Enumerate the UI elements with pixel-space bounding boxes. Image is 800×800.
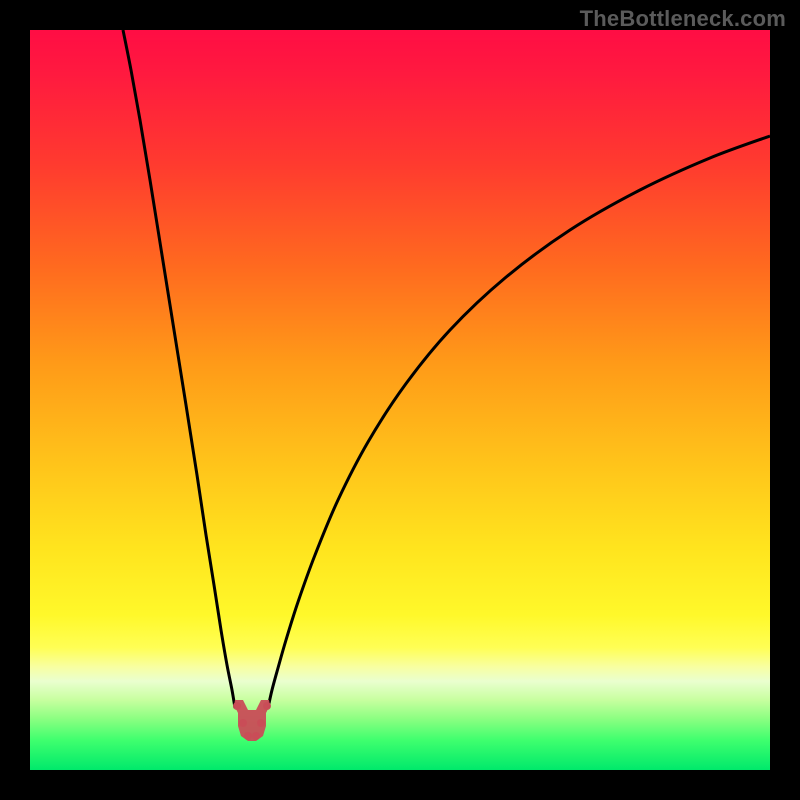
left-curve bbox=[123, 30, 235, 708]
curve-overlay bbox=[30, 30, 770, 770]
right-curve bbox=[268, 136, 770, 708]
chart-plot-area bbox=[30, 30, 770, 770]
watermark-text: TheBottleneck.com bbox=[580, 6, 786, 32]
root-canvas: TheBottleneck.com bbox=[0, 0, 800, 800]
